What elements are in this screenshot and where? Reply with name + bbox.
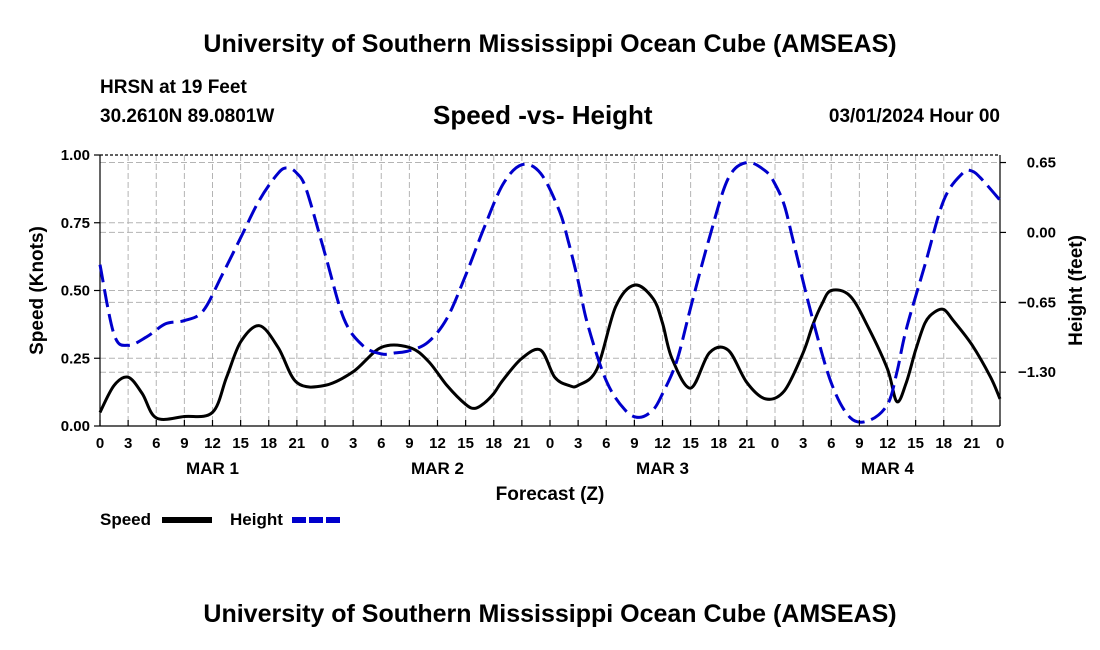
x-tick-label: 18 <box>935 435 952 452</box>
station-label: HRSN at 19 Feet <box>100 77 247 98</box>
x-tick-label: 15 <box>682 435 699 452</box>
x-tick-label: 12 <box>429 435 446 452</box>
x-tick-label: 12 <box>654 435 671 452</box>
x-tick-label: 9 <box>405 435 413 452</box>
axis-labels: MAR 1 MAR 2 MAR 3 MAR 4 Forecast (Z) Speed (K… <box>27 226 1087 505</box>
x-axis-title: Forecast (Z) <box>496 484 605 505</box>
x-tick-label: 0 <box>321 435 329 452</box>
x-tick-label: 0 <box>96 435 104 452</box>
day-label: MAR 1 <box>186 459 239 478</box>
chart-subtitle: Speed -vs- Height <box>433 100 653 130</box>
y-left-tick-label: 1.00 <box>61 147 90 164</box>
day-label: MAR 2 <box>411 459 464 478</box>
legend-label-height: Height <box>230 510 283 529</box>
day-label: MAR 4 <box>861 459 914 478</box>
y-left-tick-label: 0.50 <box>61 283 90 300</box>
day-label: MAR 3 <box>636 459 689 478</box>
legend: Speed Height <box>100 510 342 529</box>
x-tick-label: 3 <box>124 435 132 452</box>
x-tick-label: 15 <box>907 435 924 452</box>
x-tick-label: 21 <box>964 435 981 452</box>
y-axis-right-title: Height (feet) <box>1066 235 1087 346</box>
x-tick-label: 6 <box>152 435 160 452</box>
x-tick-label: 3 <box>574 435 582 452</box>
x-tick-label: 0 <box>546 435 554 452</box>
series-line-height <box>98 160 1002 424</box>
y-right-tick-label: 0.00 <box>1027 224 1056 241</box>
y-right-tick-label: 0.65 <box>1027 155 1056 172</box>
series-line-speed <box>98 283 1002 421</box>
x-tick-label: 6 <box>827 435 835 452</box>
x-tick-label: 18 <box>260 435 277 452</box>
station-coordinates: 30.2610N 89.0801W <box>100 106 275 127</box>
y-left-tick-label: 0.75 <box>61 215 90 232</box>
x-tick-label: 9 <box>855 435 863 452</box>
x-tick-label: 21 <box>514 435 531 452</box>
footer-title: University of Southern Mississippi Ocean… <box>203 600 897 628</box>
x-tick-label: 0 <box>996 435 1004 452</box>
x-tick-label: 3 <box>349 435 357 452</box>
axis-ticks: 0 3 6 9 12 15 18 21 0 3 6 9 12 15 18 21 0 3 6 9 12 15 18 21 0 3 6 9… <box>61 147 1056 452</box>
y-axis-left-title: Speed (Knots) <box>27 226 48 355</box>
x-tick-label: 3 <box>799 435 807 452</box>
x-tick-label: 18 <box>710 435 727 452</box>
forecast-run-time: 03/01/2024 Hour 00 <box>828 106 1000 127</box>
x-tick-label: 15 <box>232 435 249 452</box>
x-tick-label: 0 <box>771 435 779 452</box>
y-right-tick-label: −0.65 <box>1018 294 1056 311</box>
x-tick-label: 12 <box>204 435 221 452</box>
chart-title: University of Southern Mississippi Ocean… <box>203 30 897 58</box>
y-left-tick-label: 0.00 <box>61 418 90 435</box>
legend-label-speed: Speed <box>100 510 151 529</box>
data-lines <box>98 160 1002 424</box>
x-tick-label: 15 <box>457 435 474 452</box>
y-left-tick-label: 0.25 <box>61 350 90 367</box>
x-tick-label: 9 <box>630 435 638 452</box>
x-tick-label: 6 <box>377 435 385 452</box>
x-tick-label: 12 <box>879 435 896 452</box>
x-tick-label: 18 <box>485 435 502 452</box>
x-tick-label: 21 <box>289 435 306 452</box>
x-tick-label: 21 <box>739 435 756 452</box>
x-tick-label: 6 <box>602 435 610 452</box>
chart-grid <box>100 155 1000 426</box>
y-right-tick-label: −1.30 <box>1018 364 1056 381</box>
x-tick-label: 9 <box>180 435 188 452</box>
